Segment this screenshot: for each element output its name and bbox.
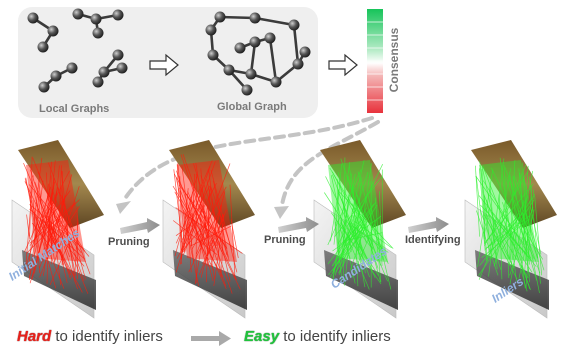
graph-node-icon <box>249 36 261 48</box>
graph-node-icon <box>92 76 104 88</box>
hard-word: Hard <box>17 328 52 345</box>
graph-node-icon <box>241 84 253 96</box>
graph-node-icon <box>264 32 276 44</box>
easy-word: Easy <box>244 328 280 345</box>
graph-node-icon <box>66 62 78 74</box>
graph-node-icon <box>292 58 304 70</box>
graph-node-icon <box>112 49 124 61</box>
match-image-2 <box>162 140 255 319</box>
consensus-label: Consensus <box>387 27 401 92</box>
graph-node-icon <box>72 8 84 20</box>
dashed-arrowhead-icon <box>274 206 289 219</box>
graph-node-icon <box>205 24 217 36</box>
graph-node-icon <box>245 68 257 80</box>
graph-node-icon <box>37 41 49 53</box>
graph-node-icon <box>288 19 300 31</box>
local-graphs-label: Local Graphs <box>39 103 110 115</box>
dashed-arrowhead-icon <box>116 201 131 214</box>
match-image-4 <box>464 140 557 319</box>
step-label-identifying: Identifying <box>405 234 461 246</box>
right-arrow-icon <box>149 53 179 77</box>
graph-node-icon <box>27 12 39 24</box>
pipeline-arrow-icon <box>278 217 319 233</box>
easy-caption: Easy to identify inliers <box>244 328 391 345</box>
graph-node-icon <box>112 9 124 21</box>
match-image-1 <box>11 140 104 319</box>
dashed-feedback-arrows <box>122 116 380 207</box>
graph-node-icon <box>270 76 282 88</box>
right-arrow-icon <box>328 53 358 77</box>
graph-node-icon <box>98 66 110 78</box>
pipeline-arrow-icon <box>408 217 449 233</box>
graph-node-icon <box>223 64 235 76</box>
hard-caption-text: to identify inliers <box>55 328 163 345</box>
graph-node-icon <box>50 70 62 82</box>
easy-caption-text: to identify inliers <box>283 328 391 345</box>
graph-node-icon <box>214 11 226 23</box>
graph-node-icon <box>207 49 219 61</box>
pipeline-arrow-icon <box>120 218 160 234</box>
graph-node-icon <box>92 27 104 39</box>
graph-node-icon <box>116 62 128 74</box>
bottom-arrow-icon <box>191 331 231 346</box>
global-graph-label: Global Graph <box>217 101 287 113</box>
hard-caption: Hard to identify inliers <box>17 328 163 345</box>
graph-node-icon <box>47 25 59 37</box>
graph-node-icon <box>234 42 246 54</box>
step-label-pruning-1: Pruning <box>108 236 150 248</box>
match-image-3 <box>313 140 406 319</box>
graph-node-icon <box>249 12 261 24</box>
graph-node-icon <box>299 46 311 58</box>
graph-node-icon <box>90 13 102 25</box>
graph-node-icon <box>38 81 50 93</box>
step-label-pruning-2: Pruning <box>264 234 306 246</box>
